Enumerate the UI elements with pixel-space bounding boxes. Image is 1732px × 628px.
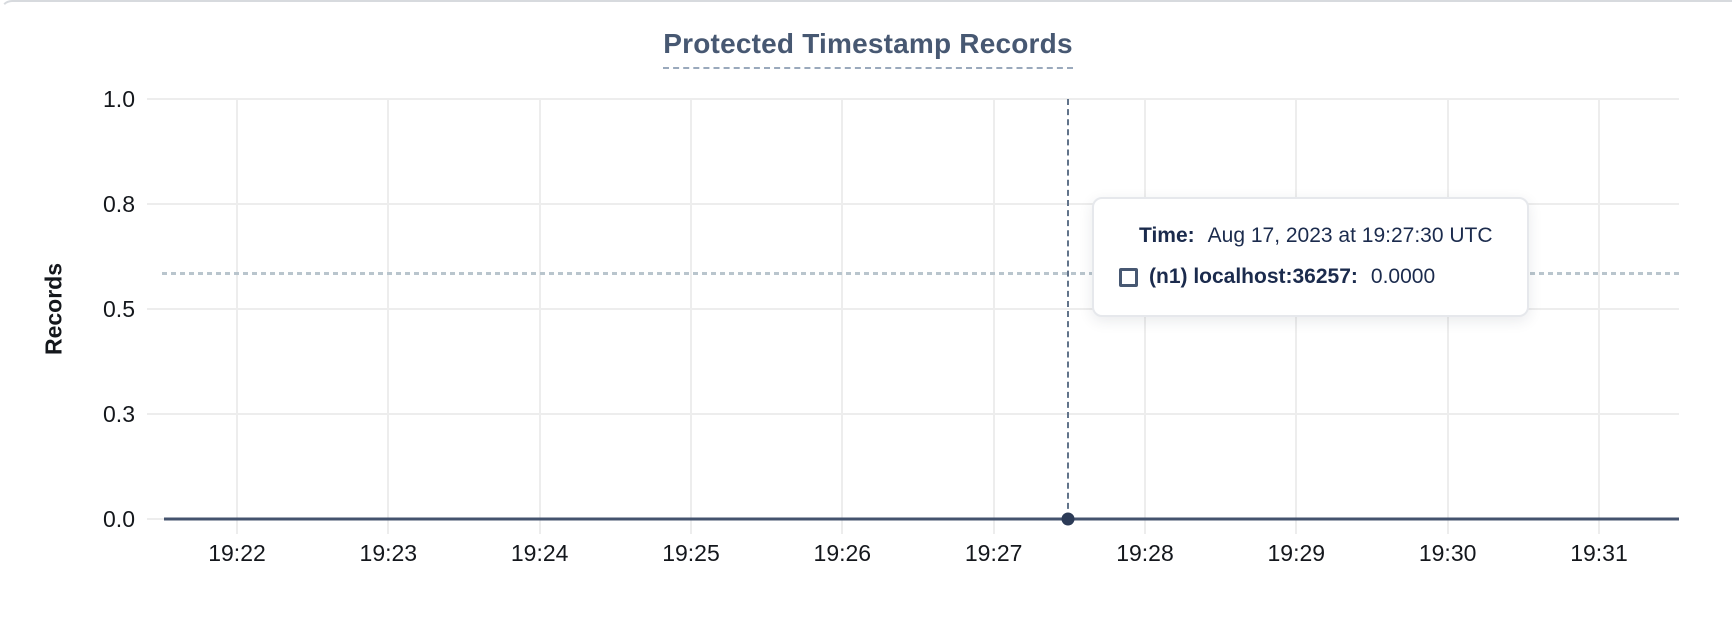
tooltip-time-row: Time: Aug 17, 2023 at 19:27:30 UTC	[1139, 224, 1527, 248]
hover-point-marker	[1061, 512, 1075, 526]
y-tick-label: 0.8	[103, 191, 135, 217]
x-tick-label: 19:25	[662, 540, 720, 566]
x-grid-line	[689, 99, 692, 534]
x-grid-line	[1597, 99, 1600, 534]
y-tick-label: 1.0	[103, 86, 135, 112]
x-grid-line	[841, 99, 844, 534]
tooltip-series-label: (n1) localhost:36257:	[1149, 265, 1358, 288]
y-grid-line	[147, 413, 1679, 415]
x-grid-line	[387, 99, 390, 534]
chart-title[interactable]: Protected Timestamp Records	[663, 28, 1073, 69]
x-tick-label: 19:29	[1267, 540, 1326, 566]
x-tick-label: 19:27	[964, 540, 1023, 566]
x-grid-line	[236, 99, 238, 534]
y-tick-label: 0.5	[103, 296, 135, 322]
tooltip-series-value: 0.0000	[1370, 265, 1436, 288]
y-grid-line	[147, 308, 1679, 310]
crosshair-vertical-line	[1067, 99, 1069, 519]
chart-tooltip: Time: Aug 17, 2023 at 19:27:30 UTC (n1) l…	[1092, 197, 1529, 317]
crosshair-horizontal-line	[162, 272, 1679, 275]
x-tick-label: 19:30	[1418, 540, 1477, 566]
x-grid-line	[992, 99, 995, 534]
y-tick-label: 0.3	[103, 401, 135, 427]
y-tick-label: 0.0	[103, 506, 135, 532]
square-outline-icon	[1119, 267, 1138, 287]
chart-header: Protected Timestamp Records	[2, 28, 1732, 69]
x-tick-label: 19:22	[208, 540, 266, 566]
x-tick-label: 19:26	[813, 540, 872, 566]
x-tick-label: 19:23	[359, 540, 418, 566]
y-grid-line	[147, 98, 1679, 100]
y-grid-line	[147, 203, 1679, 205]
x-tick-label: 19:24	[510, 540, 569, 566]
x-tick-label: 19:28	[1116, 540, 1174, 566]
tooltip-time-value: Aug 17, 2023 at 19:27:30 UTC	[1207, 224, 1493, 247]
tooltip-series-row: (n1) localhost:36257: 0.0000	[1119, 265, 1527, 289]
x-grid-line	[538, 99, 541, 534]
tooltip-time-label: Time:	[1139, 224, 1195, 247]
data-series-line	[164, 517, 1679, 521]
x-tick-label: 19:31	[1570, 540, 1628, 566]
